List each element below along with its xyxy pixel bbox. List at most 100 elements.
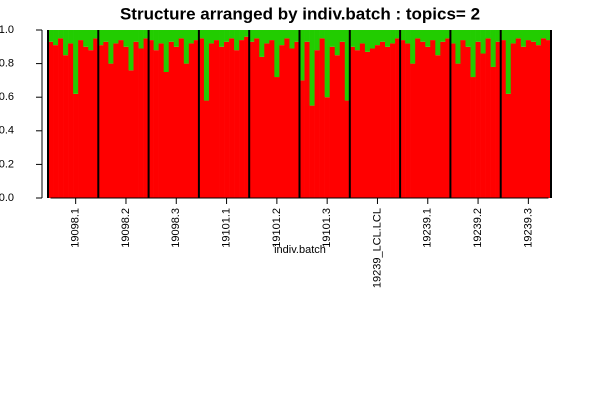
x-tick-label: 19101.3	[321, 208, 333, 248]
bar-segment	[254, 30, 260, 39]
bar-segment	[435, 55, 441, 199]
bar-segment	[400, 30, 406, 41]
bar-segment	[455, 30, 461, 64]
bar-segment	[440, 30, 446, 42]
bar-segment	[430, 30, 436, 41]
bar-segment	[244, 36, 250, 198]
bar-segment	[48, 30, 54, 42]
bar-segment	[385, 46, 391, 198]
bar-segment	[58, 30, 64, 39]
x-tick-label: 19098.3	[170, 208, 182, 248]
bar-segment	[138, 30, 144, 49]
bar-segment	[98, 30, 104, 46]
bar-segment	[435, 30, 441, 56]
bar-segment	[244, 30, 250, 37]
bar-segment	[299, 80, 305, 198]
bar-segment	[309, 105, 315, 198]
bar-segment	[410, 30, 416, 64]
bar-segment	[495, 41, 501, 199]
bar-segment	[118, 40, 124, 198]
bar-segment	[73, 30, 79, 94]
bar-segment	[304, 30, 310, 42]
bar-segment	[410, 63, 416, 198]
bar-segment	[354, 30, 361, 51]
bar-segment	[163, 72, 170, 198]
bar-segment	[359, 43, 366, 198]
bar-segment	[540, 38, 547, 199]
bar-segment	[530, 30, 537, 42]
bar-segment	[460, 30, 466, 41]
y-tick-label: 0.6	[0, 91, 14, 103]
bar-segment	[475, 30, 481, 42]
bar-segment	[374, 45, 381, 199]
bar-segment	[299, 30, 305, 81]
bar-segment	[259, 30, 265, 57]
bar-segment	[395, 30, 401, 39]
bar-segment	[133, 30, 139, 42]
bar-segment	[173, 30, 180, 47]
bar-segment	[289, 30, 295, 49]
bar-segment	[264, 30, 270, 44]
bar-segment	[319, 30, 325, 39]
bar-segment	[455, 63, 461, 198]
bar-segment	[128, 70, 134, 198]
bar-segment	[183, 63, 190, 198]
bar-segment	[319, 38, 325, 199]
bar-segment	[415, 38, 421, 199]
bar-segment	[505, 30, 512, 94]
bar-segment	[158, 30, 164, 44]
bar-segment	[93, 30, 99, 39]
bar-segment	[123, 30, 129, 47]
bar-segment	[68, 30, 74, 44]
bar-segment	[178, 38, 185, 199]
bar-segment	[219, 46, 225, 198]
bar-segment	[465, 46, 471, 198]
bar-segment	[425, 30, 431, 47]
bar-segment	[349, 30, 356, 47]
bar-segment	[249, 30, 255, 42]
bar-segment	[405, 43, 411, 198]
bar-segment	[213, 40, 220, 198]
bar-segment	[390, 43, 396, 198]
bar-segment	[520, 30, 527, 47]
bar-segment	[78, 30, 84, 41]
bar-segment	[329, 46, 336, 198]
bar-segment	[73, 93, 79, 198]
bar-segment	[294, 30, 300, 42]
x-axis-label: indiv.batch	[274, 244, 326, 256]
bar-segment	[53, 45, 59, 199]
bar-segment	[239, 40, 245, 198]
bar-segment	[329, 30, 336, 47]
bar-segment	[143, 30, 149, 39]
bar-segment	[470, 77, 476, 198]
bar-segment	[470, 30, 476, 78]
bar-segment	[445, 30, 451, 39]
bar-segment	[68, 43, 74, 198]
bar-segment	[379, 41, 386, 199]
bar-segment	[143, 38, 149, 199]
bar-segment	[339, 41, 346, 199]
y-tick-label: 0.4	[0, 125, 14, 137]
bar-segment	[535, 45, 542, 199]
bar-segment	[203, 100, 210, 198]
y-tick-label: 0.8	[0, 58, 14, 70]
bar-segment	[490, 30, 496, 67]
bar-segment	[334, 30, 341, 56]
bar-segment	[153, 30, 159, 51]
bar-segment	[420, 41, 426, 199]
bar-segment	[495, 30, 501, 42]
bar-segment	[269, 30, 275, 41]
bar-segment	[445, 38, 451, 199]
bar-segment	[390, 30, 396, 44]
x-tick-label: 19239_LCL.LCL	[371, 208, 383, 288]
x-tick-label: 19239.3	[522, 208, 534, 248]
bar-segment	[385, 30, 391, 47]
bar-segment	[284, 38, 290, 199]
bar-segment	[63, 30, 69, 56]
bar-segment	[48, 41, 54, 199]
bar-segment	[450, 43, 456, 198]
bar-segment	[274, 30, 280, 78]
bar-segment	[88, 50, 94, 198]
bar-segment	[259, 56, 265, 198]
